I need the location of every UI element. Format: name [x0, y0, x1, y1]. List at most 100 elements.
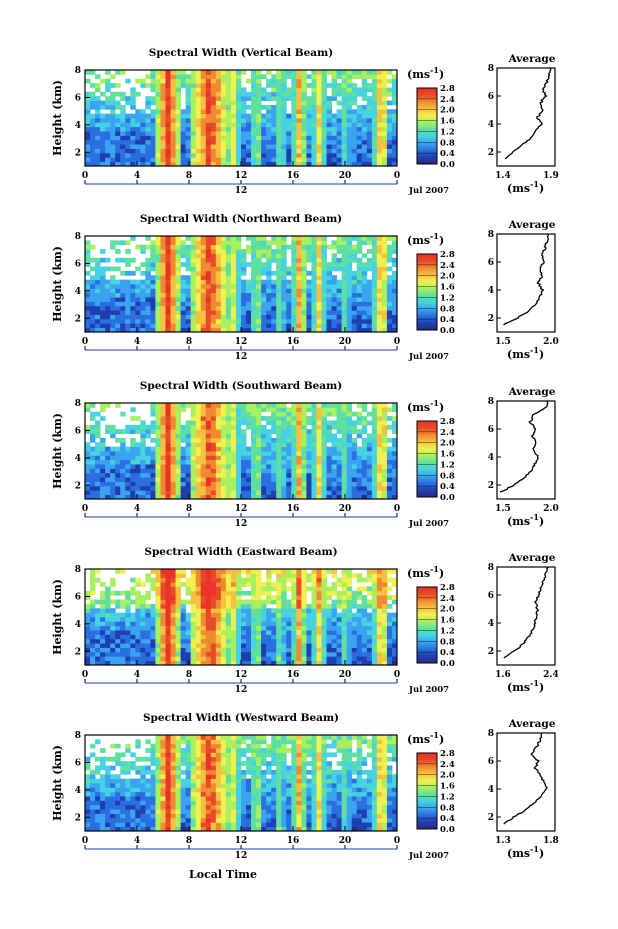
heatmap-cell [140, 625, 146, 631]
heatmap-cell [261, 612, 267, 618]
heatmap-cell [371, 429, 378, 434]
heatmap-cell [235, 157, 242, 163]
heatmap-cell [331, 411, 338, 417]
heatmap-cell [170, 275, 176, 281]
heatmap-cell [230, 590, 237, 596]
heatmap-cell [241, 451, 247, 456]
heatmap-cell [235, 617, 242, 622]
heatmap-cell [145, 327, 151, 333]
heatmap-cell [336, 416, 343, 421]
heatmap-cell [361, 416, 368, 421]
heatmap-cell [170, 310, 176, 315]
heatmap-cell [311, 630, 317, 635]
heatmap-cell [386, 301, 393, 307]
heatmap-cell [381, 74, 388, 80]
heatmap-cell [356, 270, 363, 276]
heatmap-cell [120, 288, 126, 294]
heatmap-cell [170, 139, 176, 145]
average-unit-sup: -1 [530, 512, 539, 522]
heatmap-cell [251, 327, 257, 333]
heatmap-cell [190, 297, 197, 302]
heatmap-cell [170, 157, 176, 163]
heatmap-cell [291, 240, 297, 246]
heatmap-cell [341, 586, 348, 592]
heatmap-cell [110, 314, 116, 320]
heatmap-cell [210, 266, 217, 272]
heatmap-cell [145, 612, 151, 618]
heatmap-cell [261, 472, 267, 478]
heatmap-cell [346, 314, 353, 320]
heatmap-cell [271, 459, 277, 465]
heatmap-cell [241, 109, 247, 115]
heatmap-cell [235, 161, 242, 167]
heatmap-cell [346, 275, 353, 281]
heatmap-cell [135, 288, 141, 294]
heatmap-cell [85, 244, 91, 250]
x-tick-label: 0 [394, 504, 400, 514]
heatmap-cell [361, 490, 368, 496]
heatmap-cell [105, 612, 111, 618]
heatmap-cell [331, 301, 338, 307]
x-tick-label: 4 [134, 337, 140, 347]
heatmap-cell [361, 70, 368, 75]
heatmap-cell [361, 305, 368, 311]
heatmap-cell [145, 643, 151, 648]
heatmap-cell [155, 595, 161, 600]
heatmap-cell [311, 74, 317, 80]
heatmap-cell [210, 157, 217, 163]
heatmap-cell [366, 131, 373, 136]
heatmap-cell [356, 288, 363, 294]
heatmap-cell [215, 411, 222, 417]
heatmap-cell [155, 660, 161, 666]
heatmap-cell [276, 305, 282, 311]
heatmap-cell [316, 485, 322, 491]
heatmap-cell [331, 608, 338, 614]
heatmap-cell [251, 481, 257, 487]
heatmap-cell [160, 468, 166, 474]
heatmap-cell [90, 621, 96, 627]
heatmap-cell [296, 586, 302, 592]
heatmap-cell [331, 468, 338, 474]
heatmap-cell [261, 122, 267, 128]
heatmap-cell [205, 70, 212, 75]
heatmap-cell [291, 288, 297, 294]
heatmap-cell [140, 318, 146, 324]
heatmap-cell [105, 100, 111, 106]
heatmap-cell [105, 96, 111, 101]
heatmap-cell [165, 625, 171, 631]
x-tick-label: 0 [82, 504, 88, 514]
heatmap-cell [100, 249, 106, 254]
heatmap-cell [90, 70, 96, 75]
heatmap-cell [281, 660, 287, 666]
heatmap-cell [95, 442, 101, 448]
heatmap-cell [155, 310, 161, 315]
heatmap-cell [180, 314, 187, 320]
heatmap-cell [326, 109, 332, 115]
heatmap-cell [160, 617, 166, 622]
heatmap-cell [256, 310, 262, 315]
heatmap-cell [291, 468, 297, 474]
heatmap-cell [331, 643, 338, 648]
heatmap-cell [331, 582, 338, 587]
heatmap-cell [235, 403, 242, 408]
heatmap-cell [110, 323, 116, 329]
heatmap-cell [291, 612, 297, 618]
heatmap-cell [391, 161, 398, 167]
heatmap-cell [241, 122, 247, 128]
heatmap-cell [326, 621, 332, 627]
heatmap-cell [376, 161, 383, 167]
heatmap-cell [165, 630, 171, 635]
heatmap-cell [251, 314, 257, 320]
average-frame [496, 400, 556, 500]
date-label: Jul 2007 [408, 186, 449, 196]
heatmap-cell [316, 490, 322, 496]
heatmap-cell [85, 135, 91, 141]
heatmap-cell [150, 305, 156, 311]
heatmap-cell [331, 305, 338, 311]
heatmap-cell [316, 131, 322, 136]
heatmap-cell [220, 109, 227, 115]
heatmap-cell [271, 83, 277, 88]
heatmap-cell [195, 455, 202, 461]
heatmap-cell [266, 494, 272, 500]
heatmap-cell [200, 617, 207, 622]
